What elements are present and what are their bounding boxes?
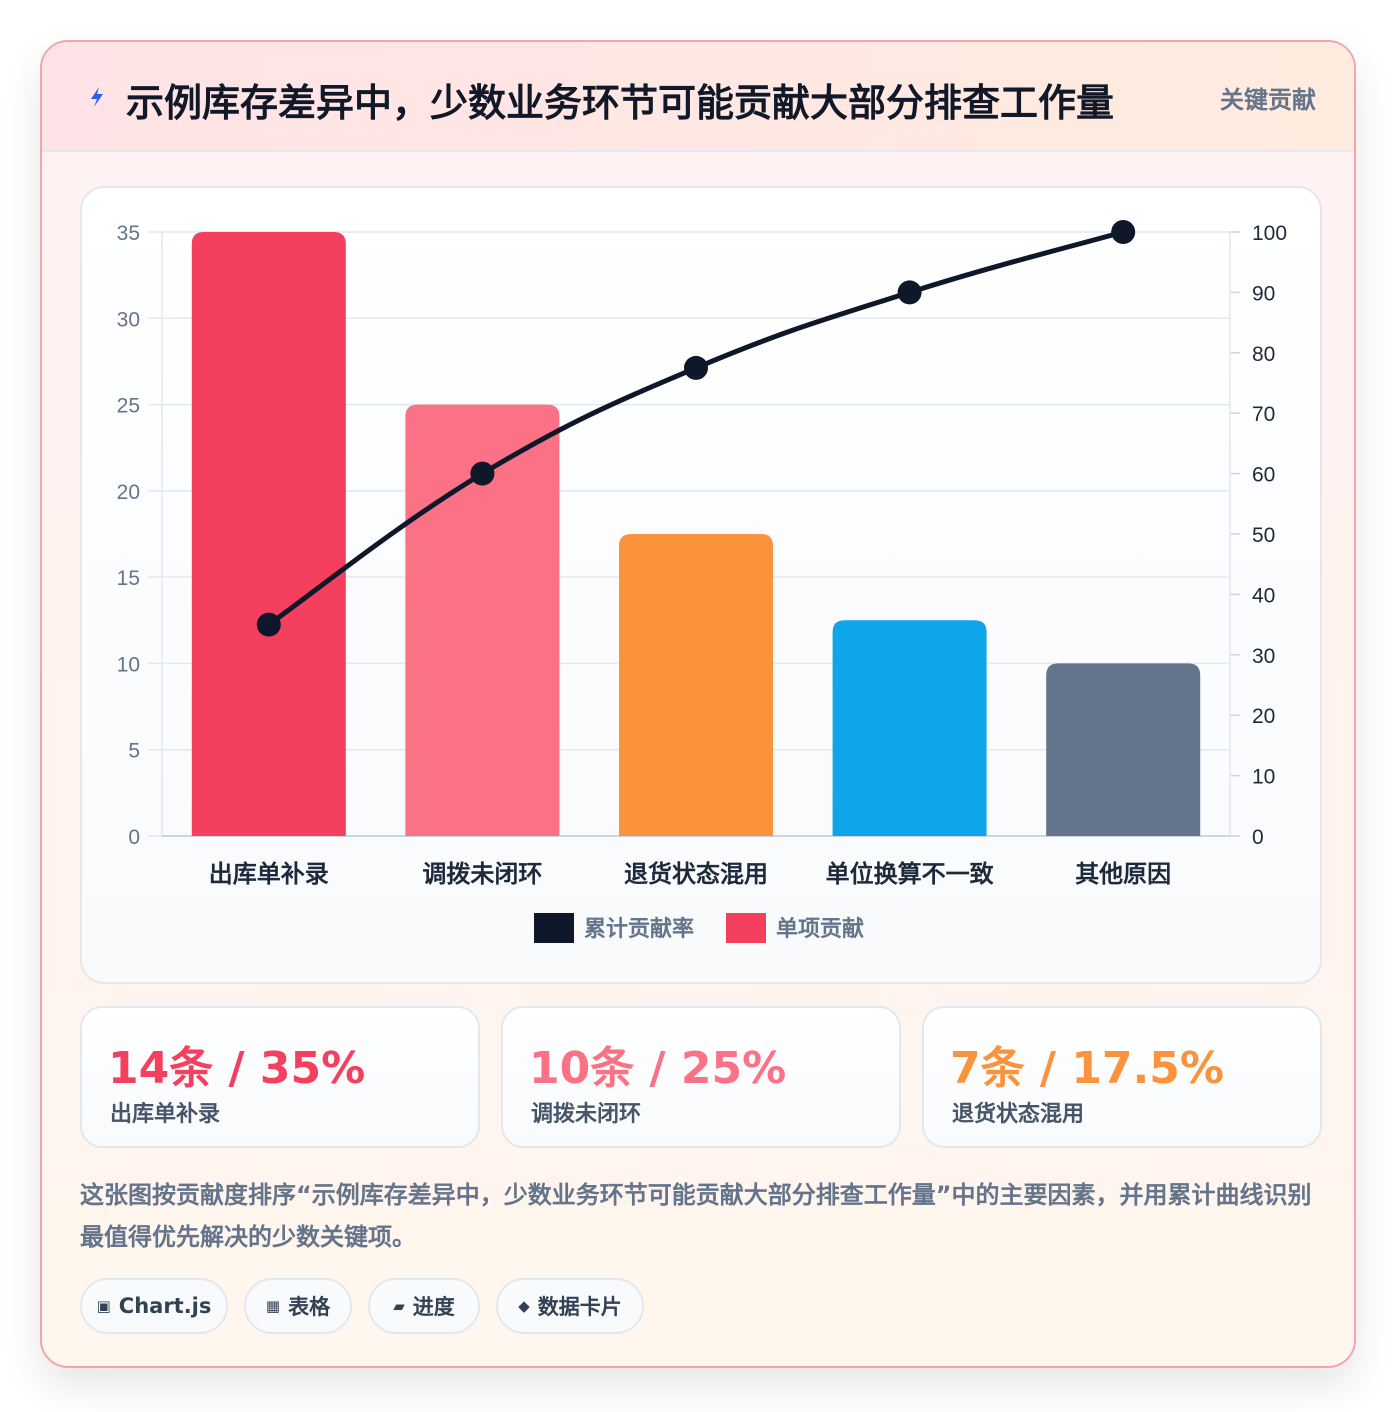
pill-label: 表格 [288, 1295, 331, 1319]
pill-label: 数据卡片 [537, 1295, 622, 1319]
y-left-tick-label: 20 [117, 481, 140, 504]
y-right-tick-label: 90 [1252, 282, 1275, 305]
y-left-tick-label: 25 [117, 395, 140, 418]
progress-icon: ▰ [393, 1297, 405, 1315]
cumulative-point [470, 461, 495, 486]
bar [619, 534, 773, 836]
stat-value: 10条 / 25% [529, 1043, 787, 1094]
x-tick-label: 其他原因 [1075, 860, 1171, 888]
x-tick-label: 出库单补录 [209, 860, 329, 888]
y-right-tick-label: 50 [1252, 524, 1275, 547]
y-right-tick-label: 100 [1252, 222, 1287, 245]
y-left-tick-label: 10 [117, 653, 140, 676]
header-tag: 关键贡献 [1220, 86, 1316, 114]
y-left-tick-label: 0 [128, 826, 140, 849]
stat-card-1: 14条 / 35% 出库单补录 [80, 1006, 480, 1148]
stat-value: 7条 / 17.5% [950, 1043, 1224, 1094]
y-right-tick-label: 80 [1252, 343, 1275, 366]
y-right-tick-label: 70 [1252, 403, 1275, 426]
legend-label: 单项贡献 [776, 916, 864, 942]
bar [191, 232, 346, 836]
y-right-tick-label: 60 [1252, 464, 1275, 487]
pill-data-card[interactable]: ◆ 数据卡片 [496, 1278, 644, 1334]
y-right-tick-label: 20 [1252, 705, 1275, 728]
card-icon: ◆ [518, 1297, 530, 1315]
x-tick-label: 退货状态混用 [624, 860, 768, 888]
legend-label: 累计贡献率 [584, 916, 694, 942]
pill-label: 进度 [412, 1295, 455, 1319]
pareto-chart: 0 5 10 15 20 25 30 35 0 10 20 30 40 50 60 70 80 90 100 出库单补… [117, 220, 1287, 943]
lightning-icon [91, 87, 103, 107]
page-title: 示例库存差异中，少数业务环节可能贡献大部分排查工作量 [126, 81, 1115, 125]
stat-label: 出库单补录 [110, 1102, 221, 1127]
x-tick-label: 单位换算不一致 [826, 860, 995, 888]
y-left-tick-label: 30 [117, 308, 140, 331]
y-right-tick-label: 40 [1252, 584, 1275, 607]
legend-swatch [726, 913, 766, 943]
y-right-tick-label: 0 [1252, 826, 1264, 849]
cumulative-point [684, 355, 708, 380]
card-header: 示例库存差异中，少数业务环节可能贡献大部分排查工作量 关键贡献 [42, 42, 1354, 152]
stat-label: 调拨未闭环 [531, 1102, 642, 1127]
cumulative-point [1111, 220, 1136, 244]
legend-swatch [534, 913, 574, 943]
bar [832, 620, 987, 836]
bar [1046, 663, 1201, 836]
y-left-tick-label: 5 [128, 740, 140, 763]
cumulative-point [256, 612, 281, 637]
y-left-tick-label: 15 [117, 567, 140, 590]
stat-card-2: 10条 / 25% 调拨未闭环 [501, 1006, 901, 1148]
chart-icon: ▣ [96, 1297, 111, 1315]
cumulative-point [897, 280, 922, 305]
chart-description: 这张图按贡献度排序“示例库存差异中，少数业务环节可能贡献大部分排查工作量”中的主… [80, 1181, 1312, 1251]
chart-panel: 0 5 10 15 20 25 30 35 0 10 20 30 40 50 60 70 80 90 100 出库单补… [80, 186, 1322, 984]
stat-value: 14条 / 35% [108, 1043, 366, 1094]
stat-label: 退货状态混用 [952, 1102, 1085, 1127]
pill-table[interactable]: ▦ 表格 [244, 1278, 352, 1334]
pill-label: Chart.js [118, 1294, 212, 1318]
stat-card-3: 7条 / 17.5% 退货状态混用 [922, 1006, 1322, 1148]
y-right-tick-label: 10 [1252, 766, 1275, 789]
y-left-tick-label: 35 [117, 222, 140, 245]
bar [405, 404, 560, 836]
pill-chartjs[interactable]: ▣ Chart.js [80, 1278, 228, 1334]
y-right-tick-label: 30 [1252, 645, 1275, 668]
x-tick-label: 调拨未闭环 [422, 860, 542, 888]
table-icon: ▦ [265, 1297, 281, 1315]
report-card: 示例库存差异中，少数业务环节可能贡献大部分排查工作量 关键贡献 0 5 10 15 20… [40, 40, 1356, 1368]
pill-progress[interactable]: ▰ 进度 [368, 1278, 480, 1334]
